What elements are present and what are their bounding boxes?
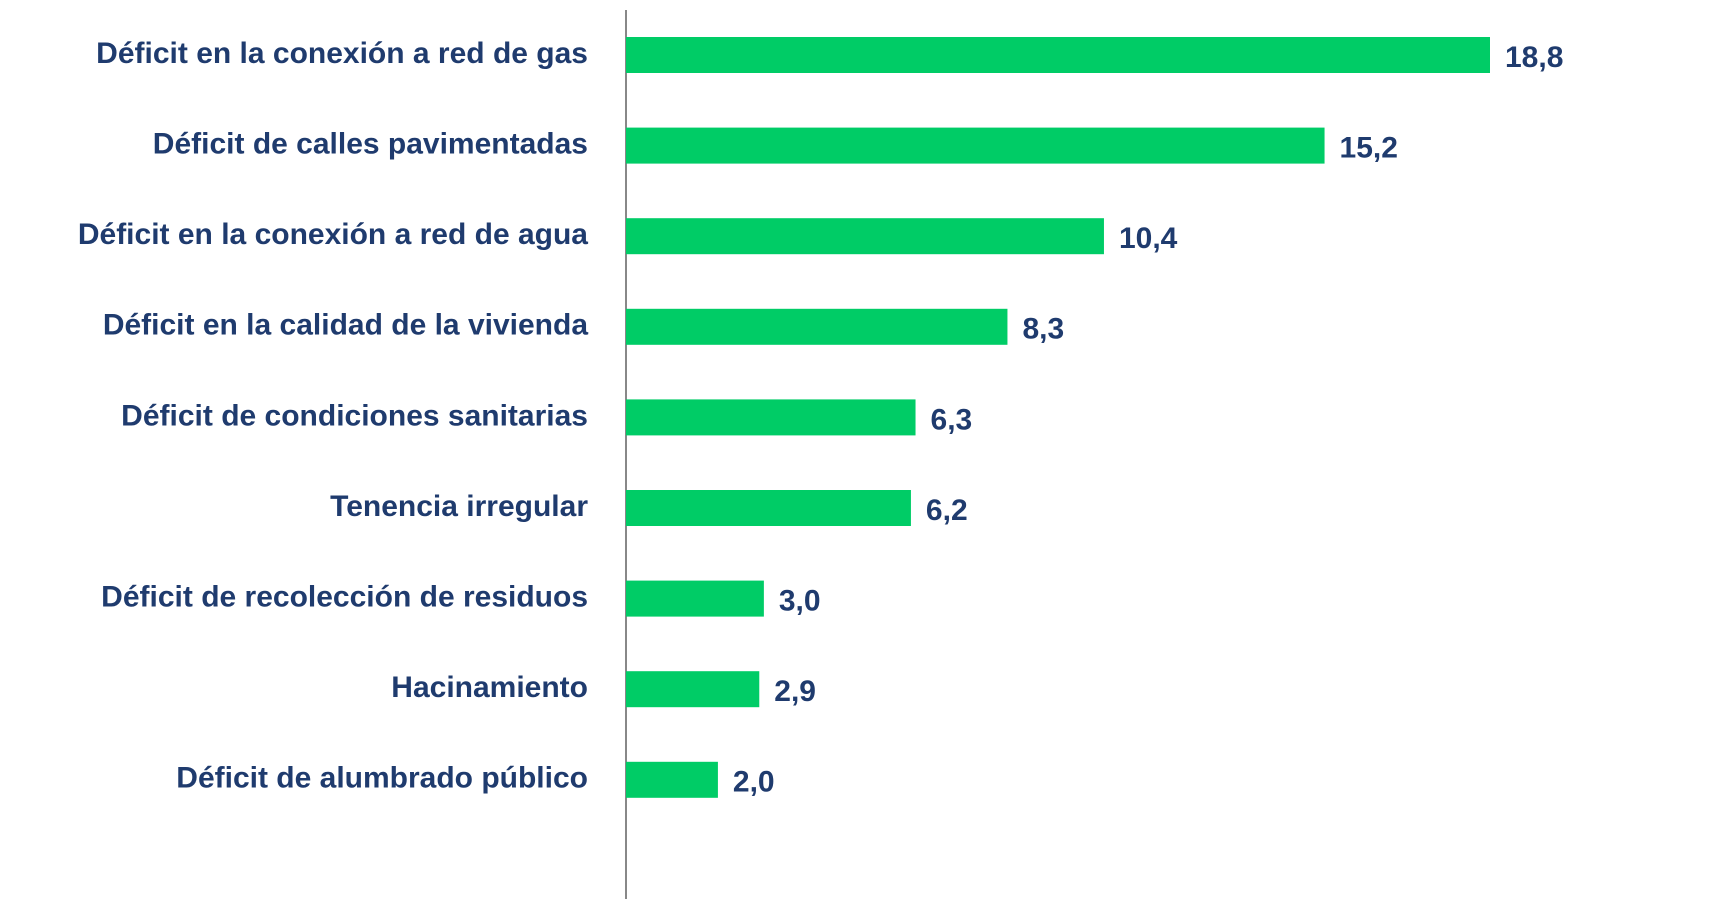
bar <box>626 490 911 526</box>
value-label: 2,0 <box>733 766 775 799</box>
value-label: 2,9 <box>774 675 816 708</box>
category-label: Déficit de alumbrado público <box>176 762 588 795</box>
bar <box>626 218 1104 255</box>
bar <box>626 761 718 798</box>
bar <box>626 37 1490 73</box>
bar <box>626 580 764 617</box>
value-label: 18,8 <box>1505 41 1563 74</box>
category-label: Déficit en la conexión a red de gas <box>96 37 588 70</box>
category-label: Déficit en la calidad de la vivienda <box>103 309 589 342</box>
value-label: 6,2 <box>926 494 968 527</box>
category-label: Tenencia irregular <box>330 490 588 523</box>
bar <box>626 671 760 708</box>
category-label: Déficit de condiciones sanitarias <box>121 399 588 432</box>
category-label: Déficit de calles pavimentadas <box>153 128 588 161</box>
value-label: 3,0 <box>779 585 821 618</box>
bar <box>626 127 1325 164</box>
value-label: 6,3 <box>931 403 973 436</box>
value-label: 15,2 <box>1340 132 1398 165</box>
category-label: Déficit en la conexión a red de agua <box>78 218 588 251</box>
value-label: 10,4 <box>1119 222 1178 255</box>
category-label: Hacinamiento <box>391 671 588 704</box>
value-label: 8,3 <box>1022 313 1064 346</box>
bar <box>626 399 916 436</box>
category-label: Déficit de recolección de residuos <box>101 581 588 614</box>
bar <box>626 308 1008 345</box>
